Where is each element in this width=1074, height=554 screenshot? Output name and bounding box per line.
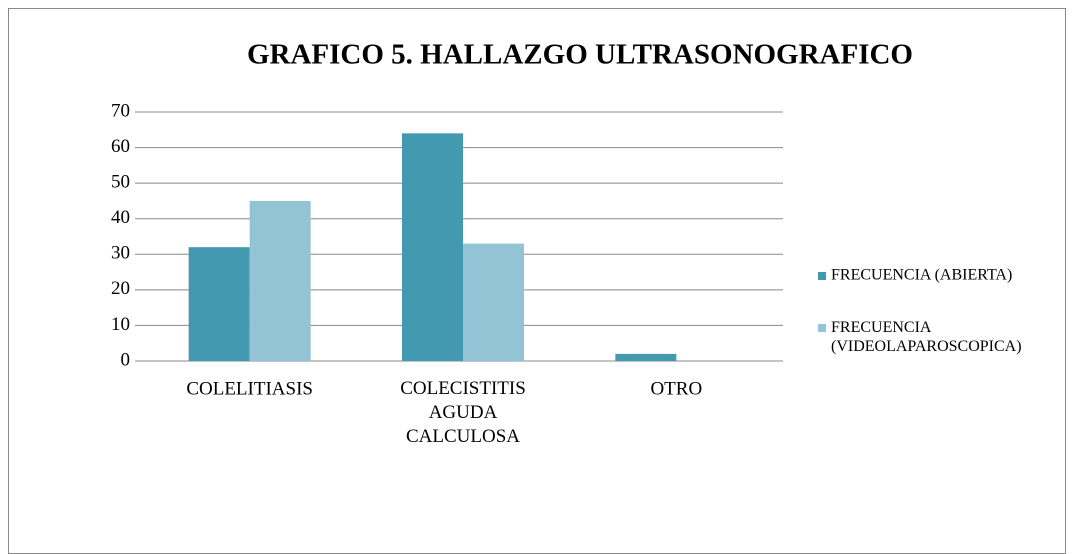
y-tick-label: 0: [121, 349, 131, 370]
y-tick-label: 10: [111, 314, 130, 335]
y-tick-label: 40: [111, 207, 130, 228]
bar: [249, 200, 311, 361]
x-tick-label: OTRO: [650, 378, 702, 399]
y-tick-label: 60: [111, 136, 130, 157]
legend-swatch: [818, 324, 826, 332]
legend-label: FRECUENCIA (ABIERTA): [831, 267, 1012, 284]
x-tick-label: COLELITIASIS: [186, 378, 313, 399]
y-tick-label: 70: [111, 100, 130, 121]
chart-title: GRAFICO 5. HALLAZGO ULTRASONOGRAFICO: [247, 39, 913, 71]
bar: [402, 133, 463, 361]
legend-swatch: [818, 272, 826, 280]
y-tick-label: 50: [111, 172, 130, 193]
bar: [463, 243, 524, 361]
x-tick-label: COLECISTITIS AGUDA CALCULOSA: [400, 378, 526, 447]
chart-frame: [8, 8, 1066, 554]
y-tick-label: 20: [111, 278, 130, 299]
bar: [615, 353, 677, 361]
legend-label: FRECUENCIA (VIDEOLAPAROSCOPICA): [831, 319, 1022, 355]
bar: [188, 247, 250, 361]
y-tick-label: 30: [111, 243, 130, 264]
